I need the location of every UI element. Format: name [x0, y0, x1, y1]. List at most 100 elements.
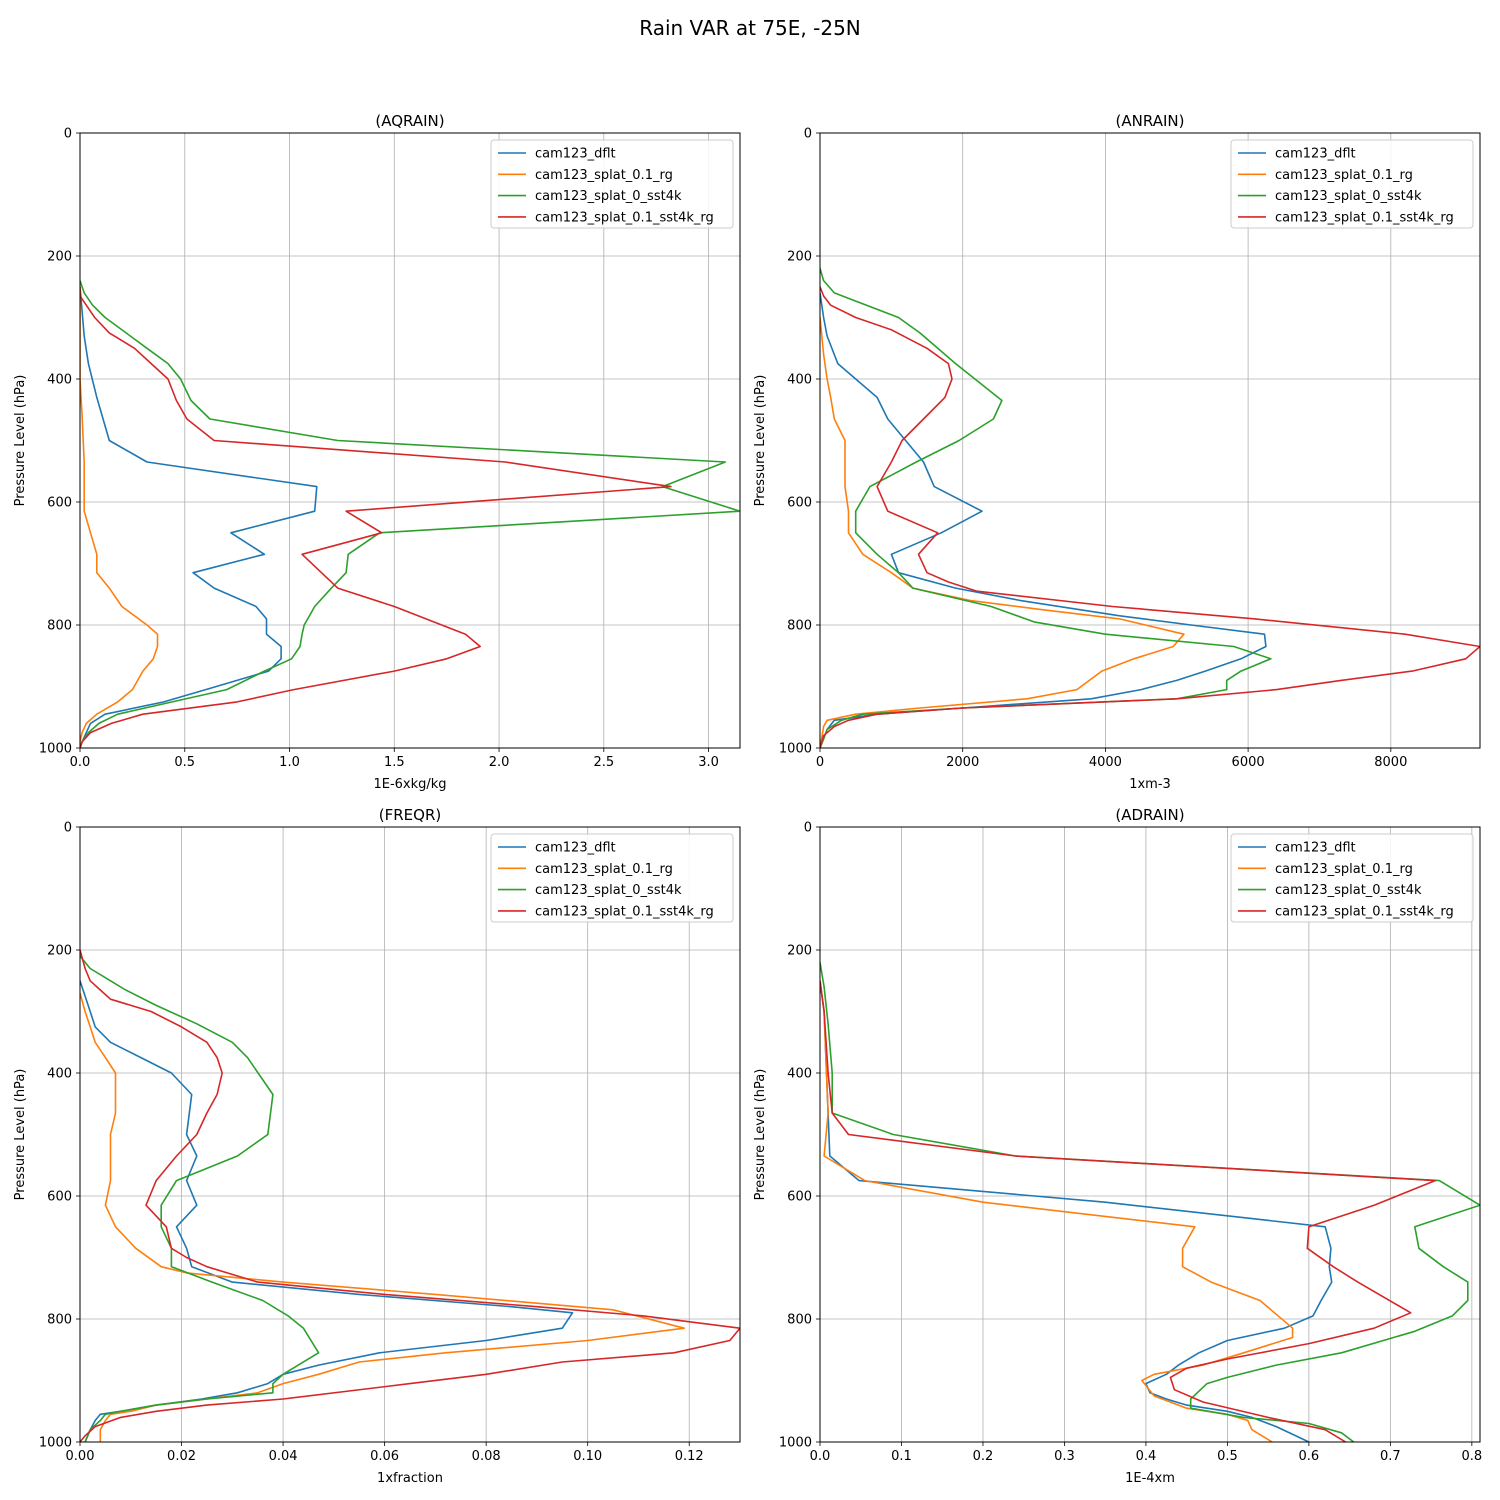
- legend-label: cam123_splat_0.1_sst4k_rg: [1275, 210, 1454, 225]
- legend-label: cam123_splat_0_sst4k: [535, 883, 682, 898]
- legend-label: cam123_dflt: [535, 841, 616, 856]
- x-tick-label: 0.8: [1462, 1449, 1483, 1464]
- x-axis-label: 1xm-3: [1129, 777, 1171, 792]
- y-tick-label: 600: [787, 1190, 812, 1205]
- legend-box: [1230, 139, 1474, 229]
- legend: cam123_dflt cam123_splat_0.1_rg cam123_spl…: [1230, 139, 1474, 229]
- x-tick-label: 2000: [946, 755, 979, 770]
- legend-label: cam123_splat_0_sst4k: [1275, 883, 1422, 898]
- y-tick-label: 200: [47, 944, 72, 959]
- y-tick-label: 0: [804, 127, 812, 142]
- series-line-cam123_splat_0_sst4k: [820, 268, 1272, 748]
- y-tick-label: 400: [787, 373, 812, 388]
- series-line-cam123_dflt: [820, 980, 1333, 1442]
- legend-label: cam123_splat_0_sst4k: [1275, 189, 1422, 204]
- y-tick-label: 800: [787, 619, 812, 634]
- plot-frame: [79, 826, 741, 1443]
- y-axis-label: Pressure Level (hPa): [753, 1069, 768, 1201]
- legend-label: cam123_dflt: [1275, 841, 1356, 856]
- legend-label: cam123_splat_0.1_rg: [1275, 862, 1413, 877]
- series-line-cam123_splat_0.1_sst4k_rg: [80, 286, 672, 748]
- plot-frame: [819, 132, 1481, 749]
- y-tick-label: 600: [47, 1190, 72, 1205]
- x-tick-label: 0.2: [973, 1449, 994, 1464]
- x-tick-label: 4000: [1089, 755, 1122, 770]
- y-tick-label: 800: [47, 1313, 72, 1328]
- y-tick-label: 200: [787, 944, 812, 959]
- series-line-cam123_splat_0_sst4k: [820, 962, 1480, 1442]
- legend: cam123_dflt cam123_splat_0.1_rg cam123_spl…: [490, 833, 734, 923]
- series-line-cam123_splat_0_sst4k: [80, 280, 740, 748]
- legend-label: cam123_splat_0.1_sst4k_rg: [535, 210, 714, 225]
- y-axis-label: Pressure Level (hPa): [753, 375, 768, 507]
- y-tick-label: 400: [787, 1067, 812, 1082]
- x-axis-label: 1E-4xm: [1125, 1471, 1175, 1486]
- y-tick-label: 1000: [39, 742, 72, 757]
- x-tick-label: 0.00: [66, 1449, 95, 1464]
- x-tick-label: 0.7: [1380, 1449, 1401, 1464]
- x-tick-label: 0.4: [1136, 1449, 1157, 1464]
- x-axis-label: 1E-6xkg/kg: [373, 777, 446, 792]
- legend-label: cam123_dflt: [1275, 147, 1356, 162]
- series-line-cam123_splat_0.1_sst4k_rg: [820, 980, 1436, 1442]
- series-line-cam123_splat_0.1_rg: [80, 992, 685, 1442]
- x-tick-label: 1.0: [279, 755, 300, 770]
- y-tick-label: 600: [47, 496, 72, 511]
- legend-box: [490, 139, 734, 229]
- x-tick-label: 0: [816, 755, 824, 770]
- series-line-cam123_splat_0.1_rg: [80, 286, 159, 748]
- panel-title: (ANRAIN): [1116, 112, 1185, 130]
- legend-box: [1230, 833, 1474, 923]
- y-axis-label: Pressure Level (hPa): [13, 375, 28, 507]
- panel-title: (ADRAIN): [1115, 806, 1184, 824]
- series-line-cam123_splat_0.1_sst4k_rg: [80, 949, 740, 1442]
- series-line-cam123_dflt: [820, 292, 1267, 748]
- x-tick-label: 1.5: [384, 755, 405, 770]
- y-tick-label: 200: [47, 250, 72, 265]
- legend-label: cam123_splat_0.1_rg: [535, 168, 673, 183]
- legend-label: cam123_splat_0_sst4k: [535, 189, 682, 204]
- x-tick-label: 2.5: [593, 755, 614, 770]
- y-tick-label: 0: [64, 821, 72, 836]
- legend: cam123_dflt cam123_splat_0.1_rg cam123_spl…: [490, 139, 734, 229]
- chart-panel-2: 0 2000 4000 6000 8000 0 200 400 600 800 1000 (ANRAI…: [753, 112, 1481, 792]
- x-tick-label: 6000: [1232, 755, 1265, 770]
- x-tick-label: 2.0: [489, 755, 510, 770]
- x-tick-label: 0.5: [1217, 1449, 1238, 1464]
- panel-title: (AQRAIN): [375, 112, 444, 130]
- chart-panel-1: 0.0 0.5 1.0 1.5 2.0 2.5 3.0 0 200 400 600 800 1000 (A…: [13, 112, 741, 792]
- x-tick-label: 0.6: [1299, 1449, 1320, 1464]
- legend-label: cam123_dflt: [535, 147, 616, 162]
- x-tick-label: 0.08: [472, 1449, 501, 1464]
- panel-title: (FREQR): [379, 806, 441, 824]
- y-tick-label: 800: [787, 1313, 812, 1328]
- x-tick-label: 0.02: [167, 1449, 196, 1464]
- x-axis-label: 1xfraction: [377, 1471, 443, 1486]
- x-tick-label: 0.1: [891, 1449, 912, 1464]
- y-tick-label: 800: [47, 619, 72, 634]
- series-line-cam123_splat_0_sst4k: [80, 955, 320, 1442]
- legend-label: cam123_splat_0.1_sst4k_rg: [1275, 904, 1454, 919]
- series-line-cam123_splat_0.1_rg: [820, 317, 1185, 748]
- x-tick-label: 0.10: [573, 1449, 602, 1464]
- y-tick-label: 1000: [779, 1436, 812, 1451]
- plot-frame: [819, 826, 1481, 1443]
- figure-title: Rain VAR at 75E, -25N: [639, 16, 861, 40]
- y-tick-label: 600: [787, 496, 812, 511]
- y-tick-label: 1000: [779, 742, 812, 757]
- y-tick-label: 1000: [39, 1436, 72, 1451]
- x-tick-label: 0.0: [70, 755, 91, 770]
- chart-panel-4: 0.0 0.1 0.2 0.3 0.4 0.5 0.6 0.7 0.8 0 200 400 600 800…: [753, 806, 1482, 1486]
- y-axis-label: Pressure Level (hPa): [13, 1069, 28, 1201]
- x-tick-label: 3.0: [698, 755, 719, 770]
- x-tick-label: 0.5: [174, 755, 195, 770]
- legend-label: cam123_splat_0.1_rg: [1275, 168, 1413, 183]
- y-tick-label: 0: [804, 821, 812, 836]
- legend-label: cam123_splat_0.1_sst4k_rg: [535, 904, 714, 919]
- x-tick-label: 0.04: [269, 1449, 298, 1464]
- chart-panel-3: 0.00 0.02 0.04 0.06 0.08 0.10 0.12 0 200 400 600 80…: [13, 806, 741, 1486]
- y-tick-label: 400: [47, 1067, 72, 1082]
- series-line-cam123_splat_0.1_rg: [820, 980, 1294, 1442]
- y-tick-label: 0: [64, 127, 72, 142]
- legend-box: [490, 833, 734, 923]
